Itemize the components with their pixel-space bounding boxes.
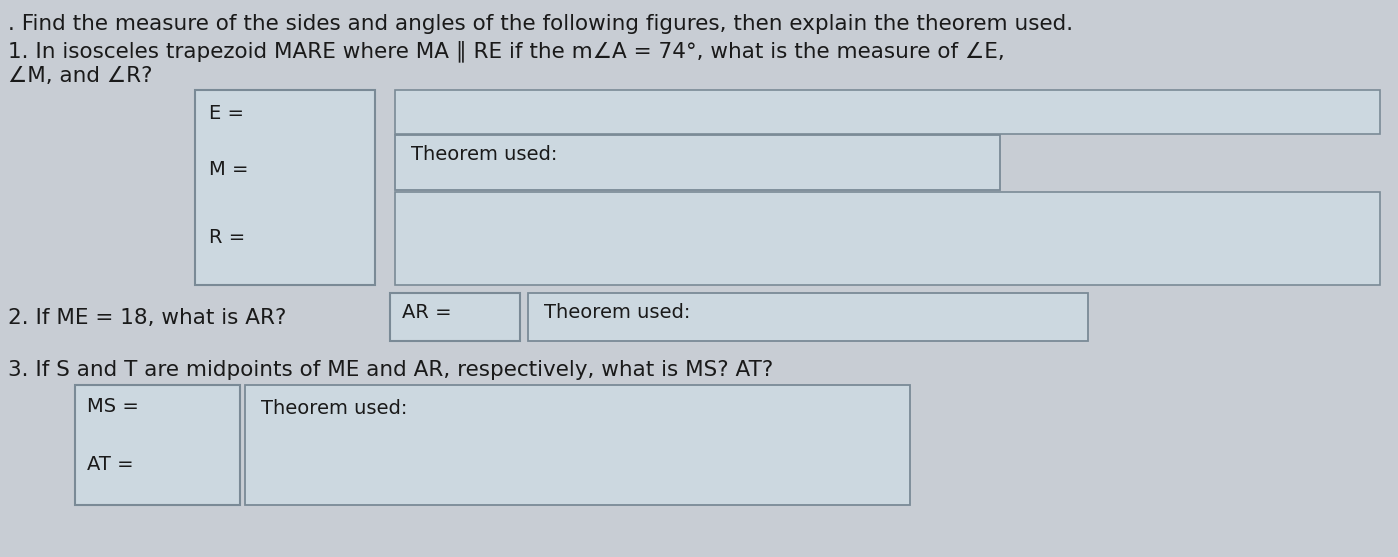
Text: AT =: AT = bbox=[87, 455, 134, 474]
FancyBboxPatch shape bbox=[528, 293, 1088, 341]
Text: MS =: MS = bbox=[87, 397, 138, 416]
FancyBboxPatch shape bbox=[390, 293, 520, 341]
Text: . Find the measure of the sides and angles of the following figures, then explai: . Find the measure of the sides and angl… bbox=[8, 14, 1074, 34]
Text: Theorem used:: Theorem used: bbox=[261, 399, 407, 418]
Text: Theorem used:: Theorem used: bbox=[544, 303, 691, 322]
FancyBboxPatch shape bbox=[245, 385, 910, 505]
Text: 1. In isosceles trapezoid MARE where MA ∥ RE if the m∠A = 74°, what is the measu: 1. In isosceles trapezoid MARE where MA … bbox=[8, 40, 1005, 62]
FancyBboxPatch shape bbox=[194, 90, 375, 285]
FancyBboxPatch shape bbox=[75, 385, 240, 505]
Text: 3. If S and T are midpoints of ME and AR, respectively, what is MS? AT?: 3. If S and T are midpoints of ME and AR… bbox=[8, 360, 773, 380]
Text: M =: M = bbox=[208, 160, 249, 179]
Text: ∠M, and ∠R?: ∠M, and ∠R? bbox=[8, 66, 152, 86]
Text: AR =: AR = bbox=[403, 303, 452, 322]
FancyBboxPatch shape bbox=[396, 192, 1380, 285]
FancyBboxPatch shape bbox=[396, 90, 1380, 134]
Text: 2. If ME = 18, what is AR?: 2. If ME = 18, what is AR? bbox=[8, 308, 287, 328]
Text: E =: E = bbox=[208, 104, 245, 123]
Text: R =: R = bbox=[208, 228, 245, 247]
FancyBboxPatch shape bbox=[396, 135, 1000, 190]
Text: Theorem used:: Theorem used: bbox=[411, 145, 558, 164]
